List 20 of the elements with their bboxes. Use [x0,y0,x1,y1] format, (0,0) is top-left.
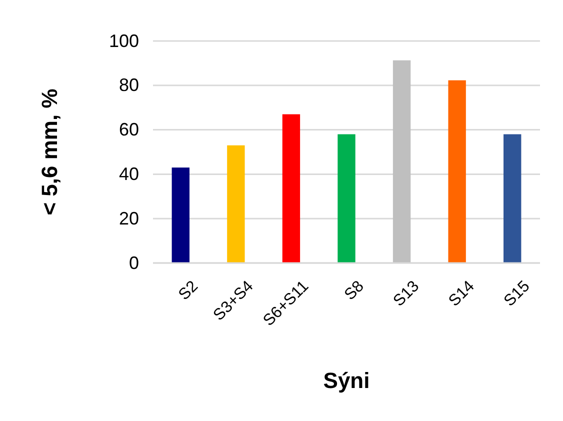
y-tick-label: 40 [118,164,139,184]
x-tick-label: S14 [446,278,478,310]
bar [227,145,245,263]
bar [172,168,190,263]
bar [282,114,300,263]
x-tick-label: S2 [176,278,202,304]
y-tick-label: 20 [118,208,139,228]
y-tick-label: 0 [128,252,139,273]
y-tick-label: 80 [118,75,139,96]
x-tick-label: S13 [390,278,423,310]
x-tick-label: S15 [501,278,534,310]
y-tick-label: 60 [118,120,139,140]
bar [448,80,466,263]
y-tick-label: 100 [108,30,139,51]
bar [392,60,411,263]
y-axis-title: < 5,6 mm, % [37,88,62,216]
x-axis-title: Sýni [323,368,370,393]
bar [504,134,522,263]
x-tick-label: S8 [342,278,368,304]
bar [338,134,356,263]
